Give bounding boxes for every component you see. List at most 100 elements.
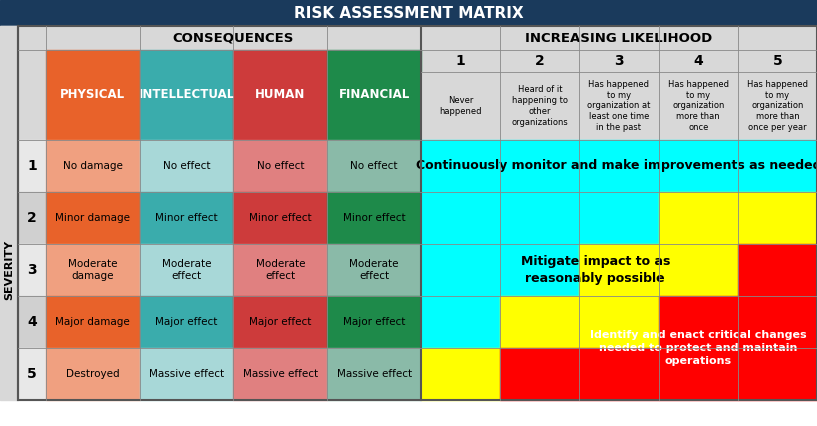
Text: Massive effect: Massive effect bbox=[243, 369, 318, 379]
Text: Moderate
effect: Moderate effect bbox=[350, 259, 399, 281]
Text: No damage: No damage bbox=[63, 161, 123, 171]
Bar bbox=[579, 244, 659, 296]
Text: No effect: No effect bbox=[350, 161, 398, 171]
Bar bbox=[46, 244, 140, 296]
Bar bbox=[328, 192, 421, 244]
Bar bbox=[18, 348, 46, 400]
Bar bbox=[140, 244, 234, 296]
Bar bbox=[579, 296, 659, 348]
Bar bbox=[500, 192, 579, 244]
Text: 4: 4 bbox=[694, 54, 703, 68]
Text: Destroyed: Destroyed bbox=[66, 369, 119, 379]
Text: Heard of it
happening to
other
organizations: Heard of it happening to other organizat… bbox=[511, 85, 568, 127]
Text: 4: 4 bbox=[27, 315, 37, 329]
Text: Never
happened: Never happened bbox=[440, 96, 482, 116]
Text: Has happened
to my
organization at
least one time
in the past: Has happened to my organization at least… bbox=[587, 80, 650, 132]
Text: Massive effect: Massive effect bbox=[149, 369, 224, 379]
Bar bbox=[500, 296, 579, 348]
Text: Major damage: Major damage bbox=[56, 317, 130, 327]
Bar bbox=[421, 348, 500, 400]
Text: Mitigate impact to as
reasonably possible: Mitigate impact to as reasonably possibl… bbox=[520, 255, 670, 285]
Bar bbox=[421, 296, 500, 348]
Bar bbox=[18, 140, 46, 192]
Text: 2: 2 bbox=[27, 211, 37, 225]
Bar bbox=[579, 192, 659, 244]
Text: Major effect: Major effect bbox=[155, 317, 218, 327]
Bar bbox=[18, 244, 46, 296]
Text: 5: 5 bbox=[773, 54, 782, 68]
Bar bbox=[579, 348, 659, 400]
Bar bbox=[738, 192, 817, 244]
Bar bbox=[421, 244, 500, 296]
Bar bbox=[500, 348, 579, 400]
Bar bbox=[140, 296, 234, 348]
Text: Major effect: Major effect bbox=[343, 317, 405, 327]
Bar bbox=[659, 348, 738, 400]
Text: Minor damage: Minor damage bbox=[56, 213, 131, 223]
Text: Has happened
to my
organization
more than
once: Has happened to my organization more tha… bbox=[667, 80, 729, 132]
Bar bbox=[46, 50, 140, 140]
Text: Minor effect: Minor effect bbox=[249, 213, 312, 223]
Text: 5: 5 bbox=[27, 367, 37, 381]
Bar bbox=[738, 348, 817, 400]
Text: PHYSICAL: PHYSICAL bbox=[60, 89, 126, 101]
Text: CONSEQUENCES: CONSEQUENCES bbox=[173, 32, 294, 44]
Bar bbox=[140, 140, 234, 192]
Bar bbox=[234, 140, 328, 192]
Text: Moderate
damage: Moderate damage bbox=[68, 259, 118, 281]
Bar bbox=[738, 140, 817, 192]
Text: FINANCIAL: FINANCIAL bbox=[338, 89, 410, 101]
Text: Minor effect: Minor effect bbox=[155, 213, 218, 223]
Text: Major effect: Major effect bbox=[249, 317, 311, 327]
Bar bbox=[500, 244, 579, 296]
Bar bbox=[46, 192, 140, 244]
Bar bbox=[738, 296, 817, 348]
Text: No effect: No effect bbox=[163, 161, 210, 171]
Bar bbox=[500, 140, 579, 192]
Text: 1: 1 bbox=[456, 54, 466, 68]
Bar bbox=[421, 192, 500, 244]
Bar bbox=[659, 296, 738, 348]
Text: INCREASING LIKELIHOOD: INCREASING LIKELIHOOD bbox=[525, 32, 712, 44]
Text: Continuously monitor and make improvements as needed: Continuously monitor and make improvemen… bbox=[416, 159, 817, 173]
Bar bbox=[659, 192, 738, 244]
Text: Moderate
effect: Moderate effect bbox=[256, 259, 305, 281]
Bar bbox=[46, 296, 140, 348]
Bar bbox=[234, 348, 328, 400]
Text: HUMAN: HUMAN bbox=[255, 89, 306, 101]
Text: No effect: No effect bbox=[257, 161, 304, 171]
Bar bbox=[328, 244, 421, 296]
Bar bbox=[140, 192, 234, 244]
Bar bbox=[46, 140, 140, 192]
Text: INTELLECTUAL: INTELLECTUAL bbox=[139, 89, 234, 101]
Bar bbox=[421, 140, 500, 192]
Bar bbox=[659, 140, 738, 192]
Text: RISK ASSESSMENT MATRIX: RISK ASSESSMENT MATRIX bbox=[293, 6, 524, 20]
Bar bbox=[421, 72, 817, 140]
Text: 2: 2 bbox=[535, 54, 545, 68]
Bar bbox=[140, 348, 234, 400]
Bar bbox=[234, 50, 328, 140]
Bar bbox=[234, 192, 328, 244]
Bar bbox=[738, 244, 817, 296]
Bar bbox=[18, 26, 817, 400]
Text: 3: 3 bbox=[27, 263, 37, 277]
Bar bbox=[328, 348, 421, 400]
Bar bbox=[0, 0, 817, 26]
Bar bbox=[328, 296, 421, 348]
Bar bbox=[659, 244, 738, 296]
Bar bbox=[46, 348, 140, 400]
Text: 1: 1 bbox=[27, 159, 37, 173]
Text: 3: 3 bbox=[614, 54, 624, 68]
Bar bbox=[0, 26, 18, 400]
Bar bbox=[18, 50, 46, 140]
Text: Minor effect: Minor effect bbox=[343, 213, 405, 223]
Bar bbox=[421, 50, 817, 72]
Text: Has happened
to my
organization
more than
once per year: Has happened to my organization more tha… bbox=[747, 80, 808, 132]
Bar bbox=[234, 244, 328, 296]
Bar bbox=[328, 140, 421, 192]
Bar bbox=[234, 296, 328, 348]
Text: Identify and enact critical changes
needed to protect and maintain
operations: Identify and enact critical changes need… bbox=[590, 330, 806, 366]
Bar bbox=[140, 50, 234, 140]
Bar bbox=[18, 296, 46, 348]
